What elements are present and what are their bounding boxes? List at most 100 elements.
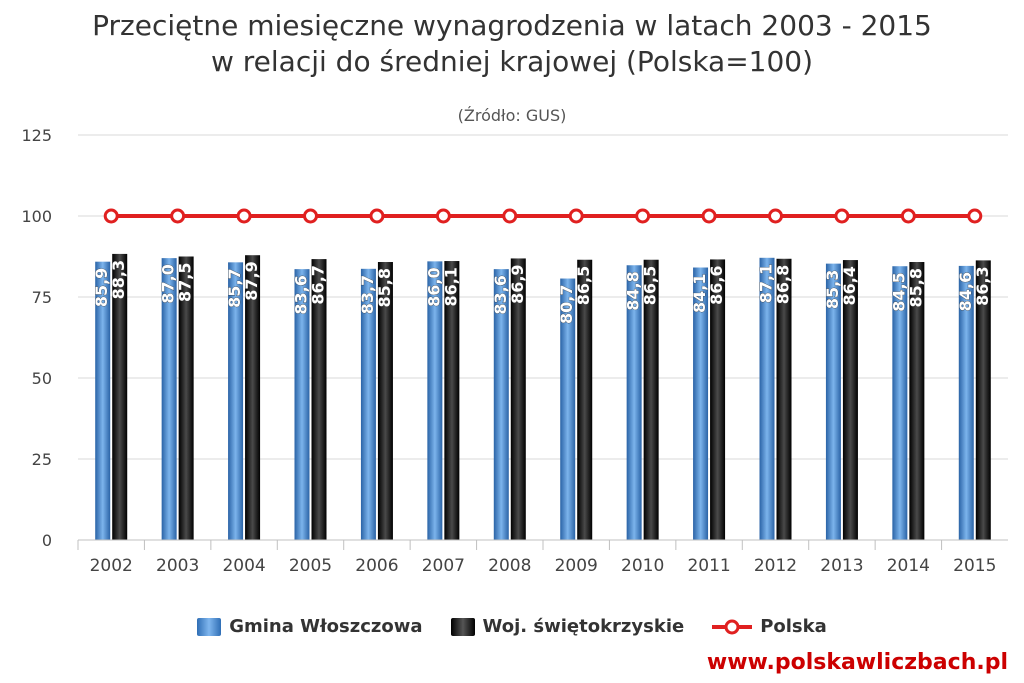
- data-label: 86,8: [774, 265, 793, 304]
- data-label: 86,7: [309, 265, 328, 304]
- data-label: 85,8: [906, 268, 925, 307]
- legend-item-polska[interactable]: Polska: [712, 616, 827, 637]
- polska-point: [103, 208, 119, 224]
- bars: 85,988,3 87,087,5 85,787,9 83,686,7 83,785,8…: [92, 253, 992, 541]
- data-label: 85,3: [823, 270, 842, 309]
- legend-label-woj: Woj. świętokrzyskie: [482, 616, 685, 637]
- polska-point: [369, 208, 385, 224]
- data-label: 84,8: [624, 271, 643, 310]
- x-tick-label: 2009: [555, 556, 598, 576]
- x-tick-label: 2012: [754, 556, 797, 576]
- data-label: 87,9: [242, 261, 261, 300]
- bar-gmina: [626, 265, 642, 540]
- x-tick-label: 2015: [953, 556, 996, 576]
- bar-woj: [909, 262, 925, 540]
- data-label: 86,5: [574, 266, 593, 305]
- bar-gmina: [759, 257, 775, 540]
- data-label: 86,3: [973, 266, 992, 305]
- data-label: 86,0: [424, 267, 443, 306]
- polska-point: [967, 208, 983, 224]
- bar-woj: [975, 260, 991, 540]
- data-label: 83,6: [491, 275, 510, 314]
- data-label: 87,1: [757, 264, 776, 303]
- y-tick-label: 125: [21, 126, 52, 145]
- bar-woj: [643, 259, 659, 540]
- x-tick-label: 2014: [887, 556, 930, 576]
- data-label: 83,6: [292, 275, 311, 314]
- polska-point: [768, 208, 783, 224]
- legend-label-polska: Polska: [760, 616, 827, 637]
- grid-lines: [78, 134, 1008, 541]
- y-tick-label: 0: [42, 531, 52, 550]
- polska-point: [568, 208, 584, 224]
- data-label: 86,9: [508, 264, 527, 303]
- x-tick-label: 2002: [90, 556, 133, 576]
- polska-point: [236, 208, 252, 224]
- bar-gmina: [294, 269, 310, 540]
- chart-title-line-2: w relacji do średniej krajowej (Polska=1…: [210, 45, 814, 78]
- legend-item-woj[interactable]: Woj. świętokrzyskie: [450, 616, 685, 637]
- data-label: 84,6: [956, 272, 975, 311]
- x-tick-label: 2011: [687, 556, 730, 576]
- bar-woj: [377, 262, 393, 540]
- polska-point: [170, 208, 186, 224]
- bar-woj: [510, 258, 526, 540]
- bar-gmina: [560, 278, 576, 540]
- bar-woj: [776, 258, 792, 540]
- data-label: 80,7: [557, 285, 576, 324]
- y-tick-label: 50: [32, 369, 52, 388]
- legend-line-marker-icon: [712, 619, 753, 634]
- y-tick-label: 100: [21, 207, 52, 226]
- x-tick-label: 2013: [820, 556, 863, 576]
- data-label: 85,8: [375, 268, 394, 307]
- x-tick-label: 2005: [289, 556, 332, 576]
- chart-title: Przeciętne miesięczne wynagrodzenia w la…: [0, 8, 1024, 80]
- bar-gmina: [228, 262, 244, 540]
- polska-point: [900, 208, 916, 224]
- polska-point: [834, 208, 850, 224]
- legend: Gmina Włoszczowa Woj. świętokrzyskie Pol…: [0, 616, 1024, 637]
- x-tick-label: 2010: [621, 556, 664, 576]
- bar-woj: [577, 259, 593, 540]
- y-tick-label: 75: [32, 288, 52, 307]
- bar-gmina: [360, 268, 376, 540]
- x-tick-label: 2004: [222, 556, 265, 576]
- data-label: 84,5: [889, 272, 908, 311]
- bar-woj: [178, 256, 194, 540]
- bar-woj: [112, 253, 128, 540]
- data-label: 88,3: [109, 260, 128, 299]
- bar-gmina: [427, 261, 443, 540]
- x-axis: 2002 2003 2004 2005 2006 2007 2008 2009 2010 2011…: [77, 539, 1008, 576]
- bar-gmina: [693, 267, 709, 540]
- bar-gmina: [95, 261, 111, 540]
- legend-swatch-black: [450, 617, 475, 636]
- data-label: 83,7: [358, 275, 377, 314]
- data-label: 86,4: [840, 266, 859, 305]
- bar-gmina: [825, 263, 841, 540]
- bar-woj: [245, 255, 261, 541]
- data-label: 85,9: [92, 268, 111, 307]
- legend-item-gmina[interactable]: Gmina Włoszczowa: [197, 616, 423, 637]
- legend-swatch-blue: [197, 617, 222, 636]
- bar-gmina: [493, 269, 509, 540]
- bar-woj: [710, 259, 726, 540]
- polska-point: [435, 208, 451, 224]
- y-axis-ticks: 0 25 50 75 100 125: [21, 126, 52, 550]
- data-label: 86,5: [641, 266, 660, 305]
- data-label: 86,6: [707, 265, 726, 304]
- x-tick-label: 2006: [355, 556, 398, 576]
- x-tick-label: 2008: [488, 556, 531, 576]
- x-tick-label: 2007: [422, 556, 465, 576]
- data-label: 87,0: [159, 264, 178, 303]
- polska-point: [303, 208, 318, 224]
- bar-gmina: [892, 266, 908, 540]
- polska-point: [635, 208, 651, 224]
- bar-woj: [842, 260, 858, 540]
- watermark-link[interactable]: www.polskawliczbach.pl: [706, 650, 1008, 675]
- polska-line: [103, 208, 983, 224]
- data-label: 86,1: [441, 267, 460, 306]
- legend-label-gmina: Gmina Włoszczowa: [229, 616, 423, 637]
- polska-point: [502, 208, 518, 224]
- bar-gmina: [161, 258, 177, 540]
